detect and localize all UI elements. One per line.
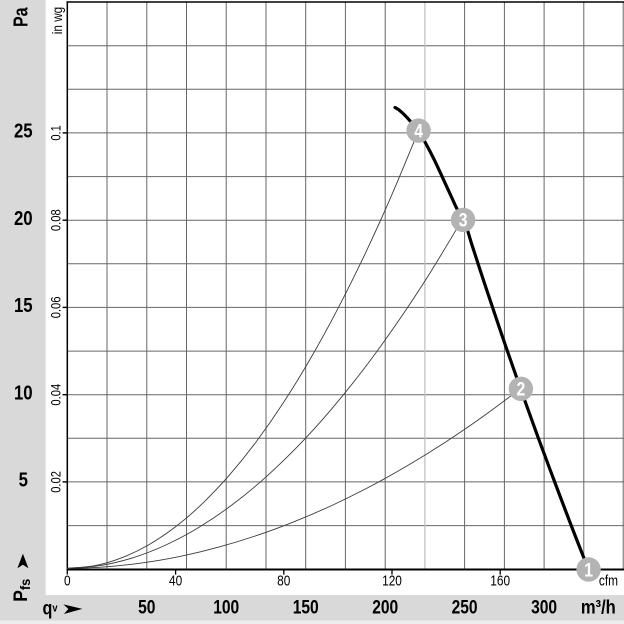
svg-text:10: 10 bbox=[14, 381, 33, 404]
svg-text:qv: qv bbox=[43, 597, 58, 619]
svg-text:0: 0 bbox=[64, 572, 71, 588]
svg-text:250: 250 bbox=[452, 596, 478, 618]
svg-text:120: 120 bbox=[382, 572, 402, 588]
svg-text:50: 50 bbox=[138, 596, 156, 618]
svg-text:3: 3 bbox=[459, 209, 468, 231]
svg-text:200: 200 bbox=[372, 596, 398, 618]
svg-text:2: 2 bbox=[517, 378, 526, 400]
svg-text:160: 160 bbox=[490, 572, 510, 588]
svg-text:4: 4 bbox=[414, 120, 423, 142]
svg-text:100: 100 bbox=[213, 596, 239, 618]
svg-text:20: 20 bbox=[14, 206, 33, 229]
svg-text:Pa: Pa bbox=[10, 7, 32, 27]
svg-text:25: 25 bbox=[14, 119, 33, 142]
svg-text:300: 300 bbox=[531, 596, 557, 618]
svg-text:5: 5 bbox=[19, 468, 28, 491]
svg-text:in wg: in wg bbox=[49, 7, 65, 34]
svg-text:40: 40 bbox=[169, 572, 182, 588]
svg-text:80: 80 bbox=[277, 572, 290, 588]
svg-text:0.1: 0.1 bbox=[48, 125, 63, 141]
svg-text:0.06: 0.06 bbox=[48, 296, 63, 318]
svg-text:0.02: 0.02 bbox=[48, 471, 63, 493]
svg-text:m³/h: m³/h bbox=[581, 596, 616, 618]
svg-text:1: 1 bbox=[584, 559, 593, 581]
svg-text:15: 15 bbox=[14, 293, 33, 316]
svg-text:150: 150 bbox=[293, 596, 319, 618]
svg-text:0.08: 0.08 bbox=[48, 209, 63, 231]
svg-text:0.04: 0.04 bbox=[48, 384, 63, 406]
svg-text:cfm: cfm bbox=[599, 572, 618, 588]
